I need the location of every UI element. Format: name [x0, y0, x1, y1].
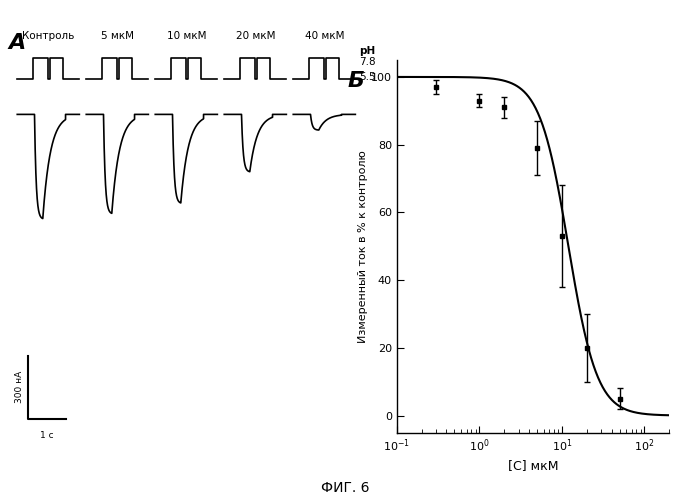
Text: 40 мкМ: 40 мкМ	[304, 31, 344, 41]
Text: 5 мкМ: 5 мкМ	[101, 31, 134, 41]
Text: 300 нА: 300 нА	[15, 371, 24, 403]
Y-axis label: Измеренный ток в % к контролю: Измеренный ток в % к контролю	[358, 150, 368, 342]
Text: 5.5: 5.5	[359, 72, 376, 82]
Text: pH: pH	[359, 46, 376, 56]
Text: 1 с: 1 с	[40, 431, 53, 440]
X-axis label: [C] мкМ: [C] мкМ	[508, 460, 558, 472]
Text: ФИГ. 6: ФИГ. 6	[321, 481, 369, 495]
Text: 20 мкМ: 20 мкМ	[235, 31, 275, 41]
Text: 10 мкМ: 10 мкМ	[166, 31, 206, 41]
Text: 7.8: 7.8	[359, 57, 376, 67]
Text: Контроль: Контроль	[22, 31, 75, 41]
Text: А: А	[8, 33, 26, 53]
Text: Б: Б	[348, 71, 365, 91]
